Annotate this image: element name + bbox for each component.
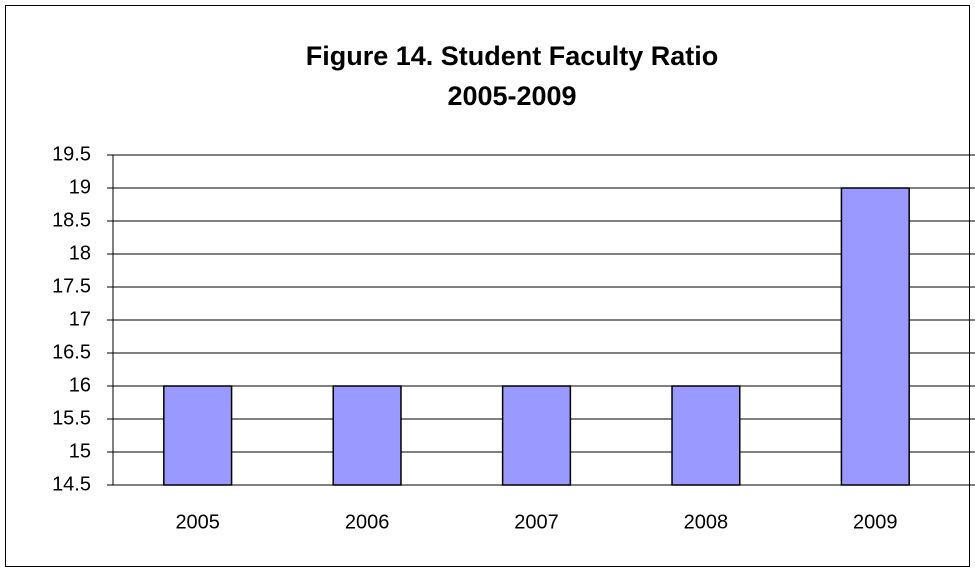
x-tick-label: 2006 <box>345 511 390 533</box>
y-tick-label: 18 <box>69 242 91 264</box>
y-tick-label: 15.5 <box>52 407 91 429</box>
y-tick-label: 19 <box>69 176 91 198</box>
bar <box>671 385 741 486</box>
y-tick-label: 19.5 <box>52 143 91 165</box>
y-tick-label: 16.5 <box>52 341 91 363</box>
x-tick-label: 2005 <box>175 511 220 533</box>
y-tick-label: 15 <box>69 440 91 462</box>
chart-title: Figure 14. Student Faculty Ratio <box>306 41 719 71</box>
y-tick-label: 16 <box>69 374 91 396</box>
y-tick-label: 17.5 <box>52 275 91 297</box>
x-tick-label: 2008 <box>684 511 729 533</box>
y-tick-label: 17 <box>69 308 91 330</box>
bar <box>163 385 233 486</box>
bar <box>501 385 572 486</box>
x-tick-label: 2009 <box>853 511 898 533</box>
chart-subtitle: 2005-2009 <box>447 81 576 111</box>
y-tick-label: 14.5 <box>52 473 91 495</box>
bar <box>840 187 910 486</box>
bar <box>332 385 402 486</box>
y-tick-label: 18.5 <box>52 209 91 231</box>
x-tick-label: 2007 <box>514 511 559 533</box>
